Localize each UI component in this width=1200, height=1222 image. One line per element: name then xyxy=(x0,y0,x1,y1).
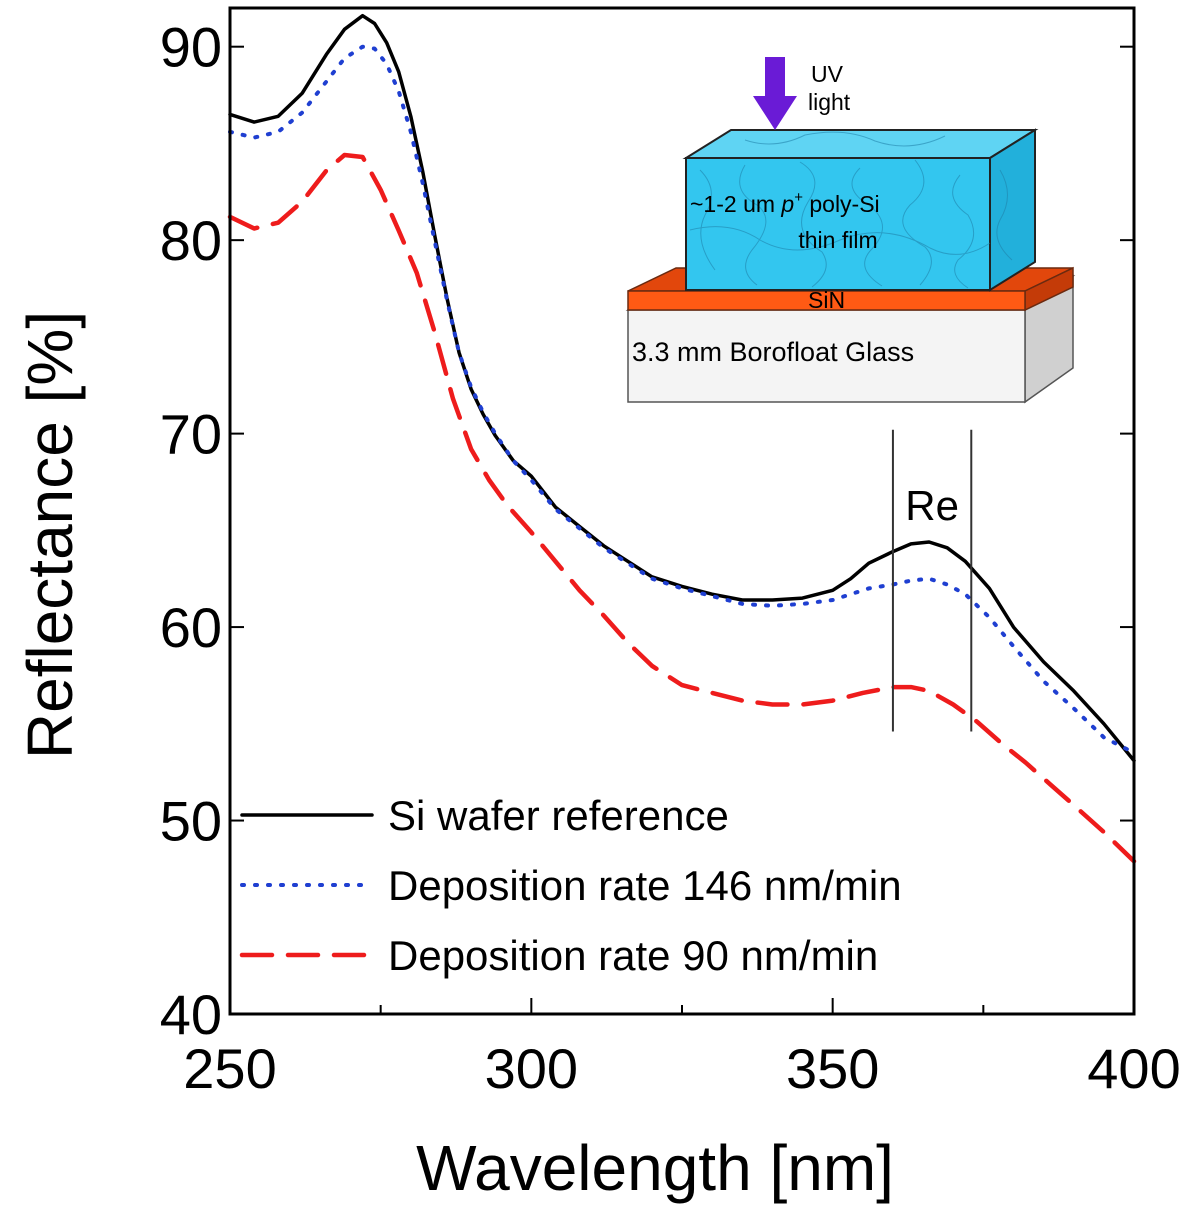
uv-label-line1: UV xyxy=(811,61,844,87)
glass-label: 3.3 mm Borofloat Glass xyxy=(632,337,914,367)
legend-label-1: Si wafer reference xyxy=(388,792,729,839)
y-tick-label: 80 xyxy=(160,209,222,272)
legend-label-2: Deposition rate 146 nm/min xyxy=(388,862,902,909)
grain-boundaries xyxy=(689,131,1013,289)
film-top-face xyxy=(682,129,1039,159)
legend-label-3: Deposition rate 90 nm/min xyxy=(388,932,878,979)
film-label-suffix: poly-Si xyxy=(803,191,880,217)
film-side-face xyxy=(989,128,1036,292)
re-label: Re xyxy=(905,482,959,529)
series-layer xyxy=(227,13,1137,864)
film-front-face xyxy=(685,157,991,291)
film-label-prefix: ~1-2 um xyxy=(690,191,781,217)
y-tick-label: 90 xyxy=(160,16,222,79)
y-tick-label: 60 xyxy=(160,596,222,659)
x-axis-title: Wavelength [nm] xyxy=(416,1132,894,1204)
x-tick-label: 250 xyxy=(183,1037,276,1100)
film-label-line2: thin film xyxy=(798,227,877,253)
film-label-line1: ~1-2 um p+ poly-Si xyxy=(690,189,880,217)
x-tick-label: 300 xyxy=(485,1037,578,1100)
legend: Si wafer reference Deposition rate 146 nm… xyxy=(239,792,902,979)
film-label-italic: p xyxy=(780,191,794,217)
y-tick-label: 40 xyxy=(160,983,222,1046)
axis-ticks: 40 50 60 70 80 90 250 300 350 400 xyxy=(160,16,1181,1100)
x-tick-label: 350 xyxy=(786,1037,879,1100)
re-annotation: Re xyxy=(891,429,973,732)
y-tick-label: 70 xyxy=(160,403,222,466)
y-tick-label: 50 xyxy=(160,790,222,853)
series-line-2 xyxy=(228,44,1136,755)
uv-arrow-icon xyxy=(753,57,797,130)
y-axis-title: Reflectance [%] xyxy=(14,311,86,759)
film-label-sup: + xyxy=(794,189,803,206)
inset-schematic: 3.3 mm Borofloat Glass SiN ~1-2 um p+ po… xyxy=(625,57,1076,404)
uv-label-line2: light xyxy=(808,89,851,115)
series-line-1 xyxy=(228,13,1136,763)
sin-label: SiN xyxy=(808,287,845,313)
x-tick-label: 400 xyxy=(1087,1037,1180,1100)
plot-frame xyxy=(228,6,1136,1016)
